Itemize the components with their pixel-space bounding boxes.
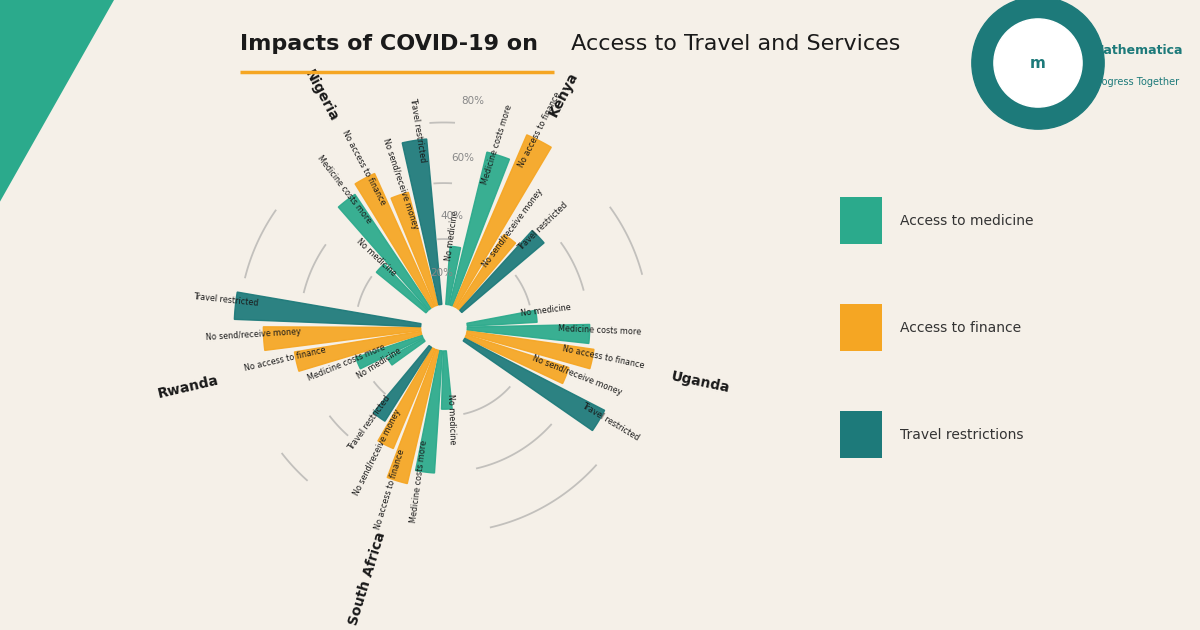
Polygon shape <box>355 173 434 308</box>
Polygon shape <box>234 292 421 327</box>
Text: No medicine: No medicine <box>521 303 571 318</box>
Polygon shape <box>466 335 569 384</box>
Text: No send/receive money: No send/receive money <box>352 408 402 496</box>
Polygon shape <box>450 152 510 306</box>
Polygon shape <box>457 234 516 310</box>
Text: Medicine costs more: Medicine costs more <box>314 154 373 226</box>
Polygon shape <box>377 264 428 313</box>
Text: Travel restricted: Travel restricted <box>347 394 392 452</box>
Text: Travel restricted: Travel restricted <box>580 401 641 443</box>
Text: Travel restricted: Travel restricted <box>408 97 427 163</box>
Polygon shape <box>338 194 431 310</box>
Text: Access to Travel and Services: Access to Travel and Services <box>564 34 900 54</box>
Circle shape <box>994 19 1082 107</box>
Text: No medicine: No medicine <box>354 238 397 278</box>
Bar <box>840 304 882 352</box>
Polygon shape <box>0 0 114 202</box>
Polygon shape <box>294 331 421 371</box>
Text: Mathematica: Mathematica <box>1092 44 1183 57</box>
Text: No send/receive money: No send/receive money <box>382 137 420 231</box>
Text: Medicine costs more: Medicine costs more <box>409 440 430 524</box>
Text: No medicine: No medicine <box>355 346 402 381</box>
Text: No access to finance: No access to finance <box>562 344 644 370</box>
Text: Nigeria: Nigeria <box>301 68 341 124</box>
Polygon shape <box>263 327 421 350</box>
Text: No access to finance: No access to finance <box>244 346 328 374</box>
Text: No send/receive money: No send/receive money <box>205 328 301 342</box>
Polygon shape <box>445 246 461 305</box>
Polygon shape <box>467 310 538 326</box>
Bar <box>840 197 882 244</box>
Polygon shape <box>442 351 452 409</box>
Text: Access to finance: Access to finance <box>900 321 1021 335</box>
Text: No medicine: No medicine <box>446 394 457 445</box>
Text: Progress Together: Progress Together <box>1092 77 1180 87</box>
Polygon shape <box>454 135 551 307</box>
Polygon shape <box>467 331 594 369</box>
Text: No medicine: No medicine <box>444 210 461 261</box>
Text: No send/receive money: No send/receive money <box>480 186 545 269</box>
Text: South Africa: South Africa <box>347 530 388 627</box>
Text: Travel restricted: Travel restricted <box>516 200 569 252</box>
Text: No send/receive money: No send/receive money <box>532 353 623 397</box>
Text: Medicine costs more: Medicine costs more <box>480 103 514 185</box>
Text: Impacts of COVID-19 on: Impacts of COVID-19 on <box>240 34 538 54</box>
Polygon shape <box>460 231 544 312</box>
Text: Medicine costs more: Medicine costs more <box>558 324 642 336</box>
Polygon shape <box>467 324 589 343</box>
Text: Uganda: Uganda <box>670 369 731 395</box>
Polygon shape <box>378 348 434 449</box>
Text: 20%: 20% <box>431 268 454 278</box>
Text: No access to finance: No access to finance <box>373 448 407 530</box>
Text: No access to finance: No access to finance <box>341 129 388 206</box>
Polygon shape <box>355 335 424 369</box>
Polygon shape <box>391 192 438 306</box>
Text: No access to finance: No access to finance <box>517 90 563 169</box>
Text: Kenya: Kenya <box>546 69 581 118</box>
Polygon shape <box>373 345 432 421</box>
Text: 40%: 40% <box>440 210 463 220</box>
Text: Medicine costs more: Medicine costs more <box>306 343 386 383</box>
Polygon shape <box>388 350 439 484</box>
Polygon shape <box>463 338 605 430</box>
Text: 80%: 80% <box>461 96 484 106</box>
Circle shape <box>972 0 1104 129</box>
Text: Access to medicine: Access to medicine <box>900 214 1033 227</box>
Polygon shape <box>402 139 442 305</box>
Text: Travel restricted: Travel restricted <box>193 292 259 308</box>
Text: Rwanda: Rwanda <box>156 373 221 401</box>
Text: m: m <box>1030 55 1046 71</box>
Polygon shape <box>388 339 425 365</box>
Bar <box>840 411 882 459</box>
Polygon shape <box>415 350 443 473</box>
Text: 60%: 60% <box>451 153 474 163</box>
Text: Travel restrictions: Travel restrictions <box>900 428 1024 442</box>
